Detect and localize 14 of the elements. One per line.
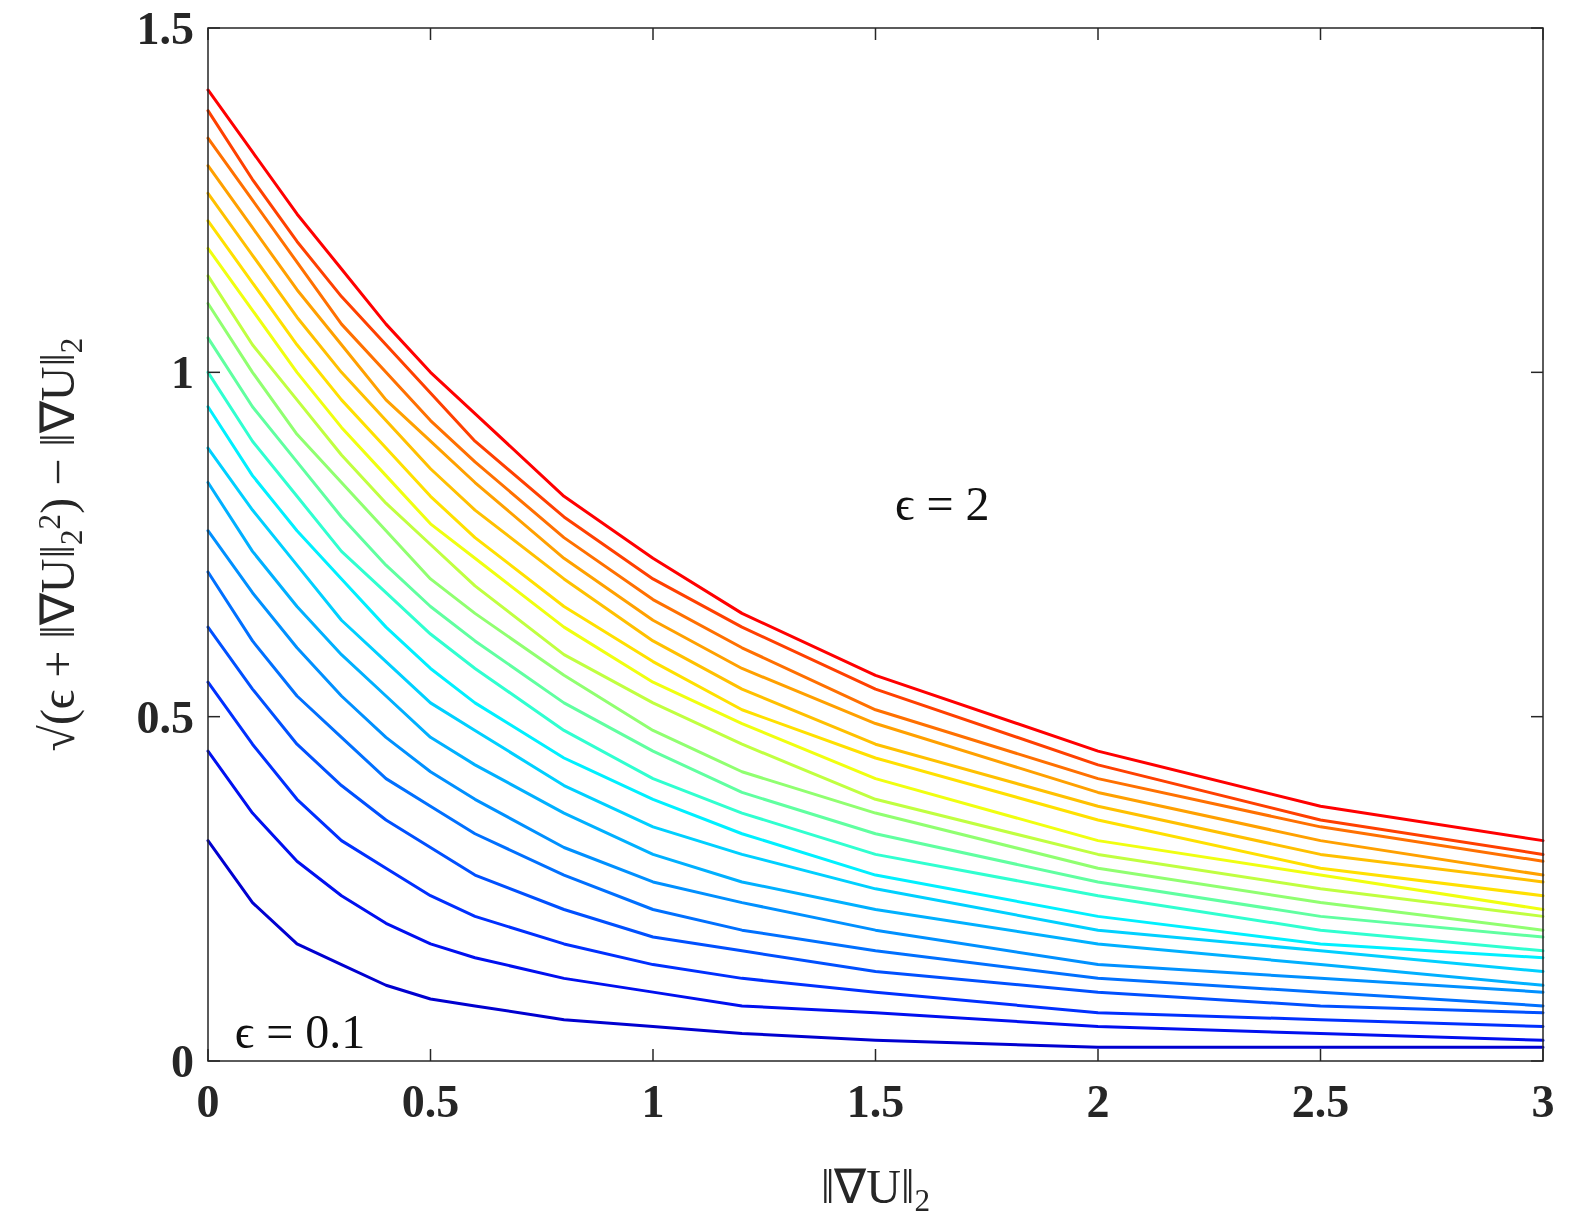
x-tick-label: 3 (1531, 1076, 1555, 1127)
x-tick-label: 2 (1086, 1076, 1110, 1127)
x-tick-label: 1 (641, 1076, 665, 1127)
annotation: ϵ = 0.1 (234, 1004, 366, 1058)
x-tick-label: 0.5 (401, 1076, 460, 1127)
x-tick-label: 2.5 (1291, 1076, 1350, 1127)
x-axis-title: ‖∇U‖$_{2}$ (820, 1160, 931, 1218)
x-tick-label: 1.5 (846, 1076, 905, 1127)
y-tick-label: 0 (171, 1036, 194, 1088)
y-tick-label: 0.5 (136, 691, 194, 743)
y-tick-label: 1 (171, 347, 194, 399)
line-series (206, 839, 1545, 1049)
annotation: ϵ = 2 (895, 476, 990, 530)
y-tick-label: 1.5 (136, 3, 194, 55)
